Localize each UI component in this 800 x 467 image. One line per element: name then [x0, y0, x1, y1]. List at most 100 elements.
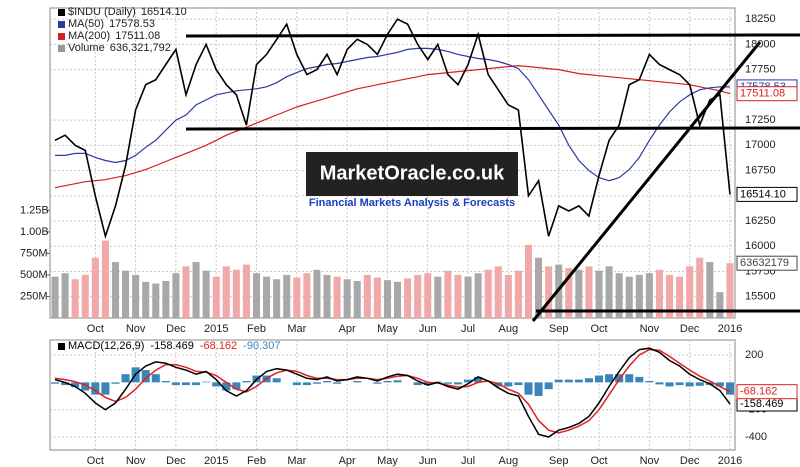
x-tick-label: Dec	[680, 455, 700, 467]
value-tag: 16514.10	[740, 188, 786, 200]
histogram-bar	[715, 382, 724, 387]
histogram-bar	[504, 382, 513, 387]
volume-bar	[665, 274, 674, 318]
legend-text: 16514.10	[141, 6, 187, 18]
volume-bar	[313, 269, 321, 318]
histogram-bar	[101, 382, 110, 395]
histogram-bar	[695, 382, 704, 386]
volume-tick-label: 750M	[20, 247, 48, 259]
histogram-bar	[333, 382, 342, 384]
volume-tick-label: 1.00B	[20, 226, 49, 238]
histogram-bar	[312, 382, 321, 384]
volume-bar	[252, 273, 261, 318]
x-tick-label: Aug	[499, 455, 519, 467]
y-tick-label: 18000	[745, 38, 776, 50]
volume-bar	[91, 257, 99, 318]
histogram-bar	[685, 382, 694, 387]
volume-bar	[535, 257, 543, 318]
legend-text: 636,321,792	[110, 42, 171, 54]
volume-bar	[51, 276, 59, 318]
volume-bar	[565, 268, 573, 318]
histogram-bar	[202, 381, 211, 383]
trend-lines	[185, 33, 800, 322]
x-tick-label: Dec	[166, 323, 186, 335]
volume-bar	[394, 281, 402, 318]
volume-bar	[293, 277, 301, 318]
volume-bar	[192, 262, 200, 318]
histogram-bar	[292, 382, 301, 386]
legend-text: -158.469	[150, 340, 193, 352]
x-tick-label: Nov	[126, 323, 146, 335]
histogram-bar	[474, 376, 483, 383]
histogram-bar	[353, 380, 362, 383]
volume-bar	[333, 276, 341, 318]
x-tick-label: 2015	[204, 323, 228, 335]
legend-swatch	[58, 21, 65, 28]
x-tick-label: 2016	[718, 323, 742, 335]
volume-bar	[524, 244, 533, 318]
volume-bar	[706, 262, 714, 318]
histogram-bar	[212, 382, 221, 387]
x-tick-label: Jun	[419, 455, 437, 467]
value-tag: 63632179	[740, 257, 789, 269]
histogram-bar	[81, 382, 90, 391]
volume-bar	[303, 273, 311, 318]
y-tick-label: 17750	[745, 64, 776, 76]
x-tick-label: May	[377, 323, 398, 335]
volume-bar	[222, 266, 230, 318]
volume-bar	[635, 274, 643, 318]
volume-bar	[484, 269, 492, 318]
volume-bar	[424, 273, 432, 318]
histogram-bar	[635, 376, 644, 383]
x-tick-label: 2016	[718, 455, 742, 467]
watermark-box	[306, 152, 518, 196]
x-tick-label: Jul	[461, 455, 475, 467]
histogram-bar	[413, 382, 422, 386]
value-tag-box	[736, 384, 798, 400]
histogram-bar	[272, 378, 281, 383]
histogram-bar	[464, 379, 473, 383]
x-tick-label: Nov	[640, 323, 660, 335]
histogram-bar	[625, 374, 634, 383]
volume-bar	[545, 266, 553, 318]
volume-bar	[273, 279, 281, 318]
y-tick-label: 16750	[745, 164, 776, 176]
value-tag-box	[736, 186, 798, 202]
volume-bar	[212, 276, 220, 318]
volume-bar	[242, 264, 250, 318]
volume-bar	[514, 270, 522, 318]
histogram-bar	[161, 380, 170, 383]
legend-text: 17578.53	[109, 18, 155, 30]
legend-text: -68.162	[200, 340, 237, 352]
volume-bar	[323, 274, 331, 318]
volume-bar	[404, 278, 412, 318]
histogram-bar	[615, 374, 624, 383]
volume-bar	[132, 274, 140, 318]
volume-bar	[383, 280, 391, 318]
volume-bar	[676, 276, 684, 318]
histogram-bar	[665, 382, 674, 387]
histogram-bar	[524, 382, 533, 395]
x-tick-label: Feb	[247, 323, 266, 335]
histogram-bar	[151, 374, 160, 383]
watermark: MarketOracle.co.uk Financial Markets Ana…	[306, 152, 518, 209]
value-tag-box	[736, 255, 798, 271]
line	[54, 347, 731, 438]
histogram-bar	[514, 382, 523, 386]
value-tag: 17511.08	[740, 88, 785, 100]
volume-bar	[444, 270, 452, 318]
legend-swatch	[58, 45, 65, 52]
volume-bar	[595, 270, 603, 318]
volume-bar	[454, 274, 462, 318]
volume-bar	[716, 292, 724, 318]
x-tick-label: Nov	[640, 455, 660, 467]
volume-bar	[655, 269, 663, 318]
histogram-bar	[242, 380, 251, 383]
histogram-bar	[373, 382, 382, 384]
x-tick-label: Sep	[549, 323, 569, 335]
volume-bar	[353, 280, 361, 318]
histogram-bar	[61, 382, 70, 386]
histogram-bar	[393, 380, 402, 383]
